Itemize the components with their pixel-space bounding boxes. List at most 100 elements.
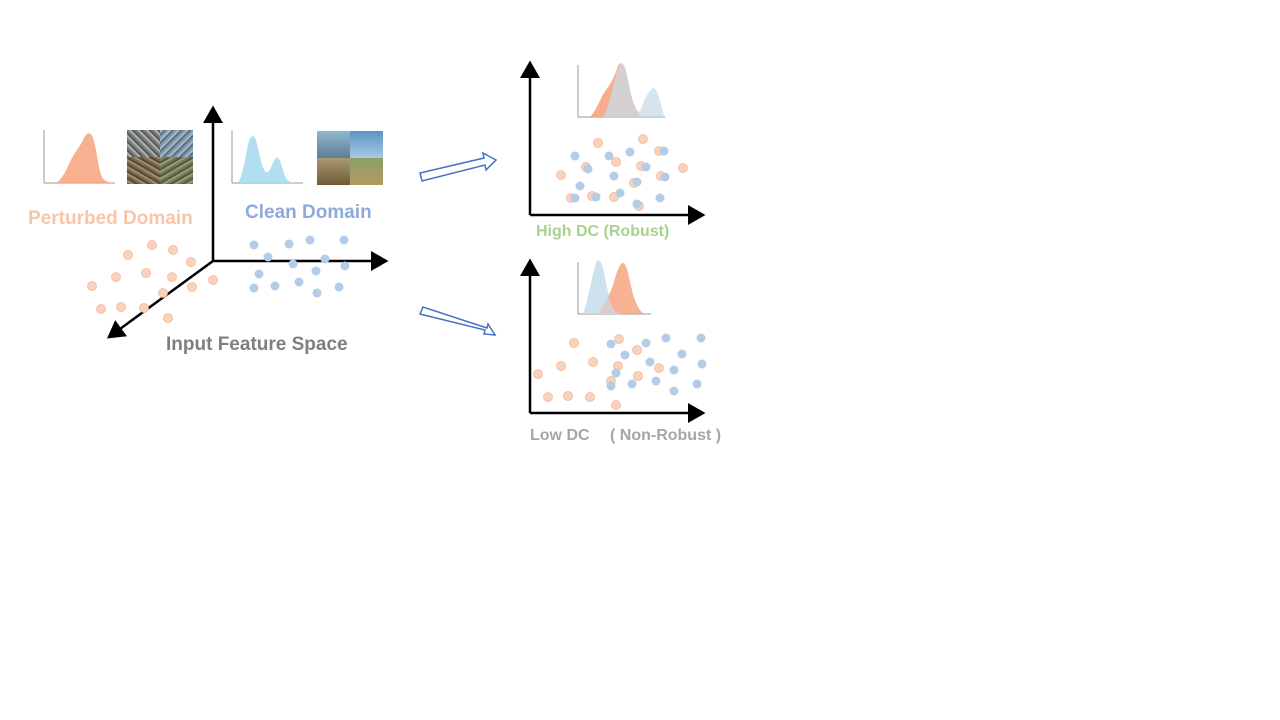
point <box>163 313 173 323</box>
point <box>651 376 661 386</box>
point <box>340 261 350 271</box>
high-distribution-icon <box>577 63 666 118</box>
point <box>633 371 643 381</box>
low-clean-points <box>606 333 707 396</box>
point <box>638 134 648 144</box>
low-dc-label: Low DC ( Non-Robust ) <box>530 427 722 444</box>
point <box>294 277 304 287</box>
point <box>659 146 669 156</box>
perturbed-distribution-icon <box>43 130 115 184</box>
point <box>111 272 121 282</box>
point <box>611 400 621 410</box>
point <box>305 235 315 245</box>
point <box>168 245 178 255</box>
point <box>116 302 126 312</box>
point <box>167 272 177 282</box>
point <box>339 235 349 245</box>
point <box>627 379 637 389</box>
low-distribution-icon <box>577 260 651 315</box>
point <box>249 283 259 293</box>
point <box>249 240 259 250</box>
point <box>588 357 598 367</box>
point <box>263 252 273 262</box>
low-dc-plot <box>520 258 707 423</box>
block-arrow-to-low <box>418 306 497 336</box>
point <box>620 350 630 360</box>
low-perturbed-points <box>533 334 664 410</box>
clean-distribution-icon <box>231 130 303 184</box>
point <box>697 359 707 369</box>
point <box>660 172 670 182</box>
point <box>570 151 580 161</box>
clean-domain-label: Clean Domain <box>245 202 372 223</box>
clean-image-thumbnail <box>317 131 383 185</box>
point <box>87 281 97 291</box>
point <box>645 357 655 367</box>
point <box>139 303 149 313</box>
point <box>611 157 621 167</box>
point <box>654 363 664 373</box>
point <box>591 192 601 202</box>
point <box>669 365 679 375</box>
high-dc-label: High DC (Robust) <box>536 223 670 240</box>
point <box>123 250 133 260</box>
point <box>696 333 706 343</box>
point <box>208 275 218 285</box>
point <box>556 361 566 371</box>
point <box>655 193 665 203</box>
point <box>604 151 614 161</box>
point <box>570 193 580 203</box>
point <box>609 171 619 181</box>
input-feature-space-label: Input Feature Space <box>166 334 348 355</box>
high-dc-plot <box>520 60 706 225</box>
point <box>543 392 553 402</box>
point <box>320 254 330 264</box>
high-clean-points <box>570 146 670 209</box>
point <box>288 259 298 269</box>
point <box>575 181 585 191</box>
point <box>284 239 294 249</box>
point <box>158 288 168 298</box>
point <box>186 257 196 267</box>
input-space-axes <box>106 105 389 339</box>
point <box>678 163 688 173</box>
point <box>556 170 566 180</box>
point <box>270 281 280 291</box>
point <box>569 338 579 348</box>
point <box>641 162 651 172</box>
point <box>677 349 687 359</box>
point <box>606 339 616 349</box>
point <box>614 334 624 344</box>
point <box>147 240 157 250</box>
point <box>632 345 642 355</box>
point <box>641 338 651 348</box>
point <box>632 177 642 187</box>
point <box>141 268 151 278</box>
point <box>583 164 593 174</box>
perturbed-domain-label: Perturbed Domain <box>28 208 193 229</box>
point <box>311 266 321 276</box>
point <box>692 379 702 389</box>
point <box>615 188 625 198</box>
point <box>661 333 671 343</box>
point <box>334 282 344 292</box>
point <box>187 282 197 292</box>
z-axis <box>106 259 214 339</box>
point <box>632 199 642 209</box>
perturbed-points <box>87 240 218 323</box>
point <box>611 368 621 378</box>
point <box>669 386 679 396</box>
perturbed-image-thumbnail <box>127 130 193 184</box>
point <box>585 392 595 402</box>
point <box>625 147 635 157</box>
block-arrow-to-high <box>419 151 498 182</box>
clean-points <box>249 235 350 298</box>
point <box>563 391 573 401</box>
point <box>606 381 616 391</box>
point <box>96 304 106 314</box>
point <box>593 138 603 148</box>
point <box>533 369 543 379</box>
point <box>254 269 264 279</box>
point <box>312 288 322 298</box>
